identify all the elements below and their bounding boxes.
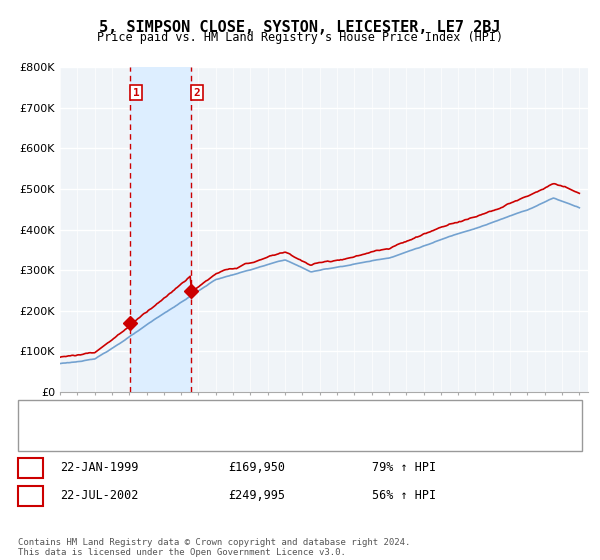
Text: 5, SIMPSON CLOSE, SYSTON, LEICESTER, LE7 2BJ: 5, SIMPSON CLOSE, SYSTON, LEICESTER, LE7… — [99, 20, 501, 35]
Text: 1: 1 — [133, 87, 140, 97]
Text: Contains HM Land Registry data © Crown copyright and database right 2024.
This d: Contains HM Land Registry data © Crown c… — [18, 538, 410, 557]
Text: HPI: Average price, detached house, Charnwood: HPI: Average price, detached house, Char… — [69, 432, 350, 442]
Bar — [130, 67, 191, 392]
Text: 22-JAN-1999: 22-JAN-1999 — [60, 461, 139, 474]
Text: 5, SIMPSON CLOSE, SYSTON, LEICESTER, LE7 2BJ (detached house): 5, SIMPSON CLOSE, SYSTON, LEICESTER, LE7… — [69, 409, 450, 419]
Text: 79% ↑ HPI: 79% ↑ HPI — [372, 461, 436, 474]
Text: £169,950: £169,950 — [228, 461, 285, 474]
Text: 1: 1 — [27, 461, 34, 474]
Text: 2: 2 — [193, 87, 200, 97]
Text: 22-JUL-2002: 22-JUL-2002 — [60, 489, 139, 502]
Text: 2: 2 — [27, 489, 34, 502]
Text: Price paid vs. HM Land Registry's House Price Index (HPI): Price paid vs. HM Land Registry's House … — [97, 31, 503, 44]
Text: 56% ↑ HPI: 56% ↑ HPI — [372, 489, 436, 502]
Text: £249,995: £249,995 — [228, 489, 285, 502]
